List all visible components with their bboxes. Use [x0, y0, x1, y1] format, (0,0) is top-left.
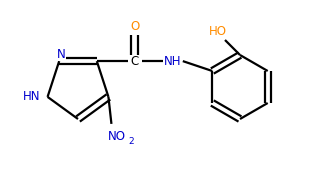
Text: 2: 2: [129, 137, 134, 146]
Text: C: C: [131, 55, 139, 68]
Text: O: O: [130, 20, 139, 33]
Text: NH: NH: [164, 55, 182, 68]
Text: NO: NO: [108, 130, 125, 143]
Text: N: N: [57, 48, 66, 61]
Text: HN: HN: [23, 90, 40, 103]
Text: HO: HO: [209, 24, 227, 38]
